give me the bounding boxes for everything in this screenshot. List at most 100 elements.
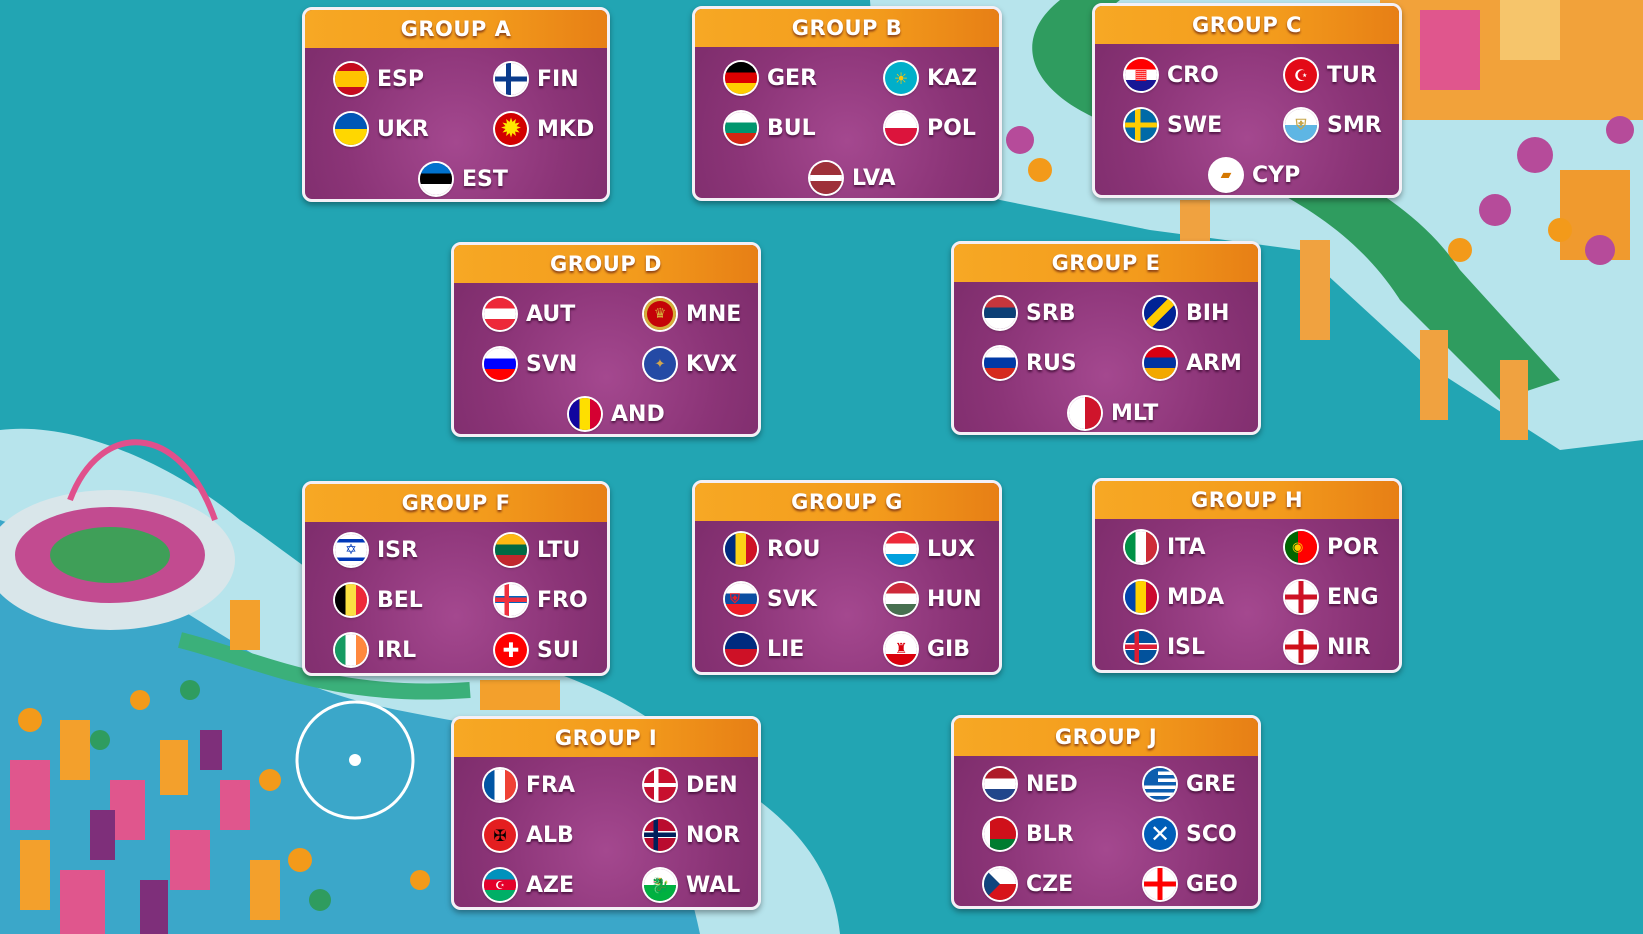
team-lux: LUX <box>885 531 975 567</box>
flag-czechia-icon <box>984 868 1016 900</box>
team-srb: SRB <box>984 295 1076 331</box>
flag-faroe-icon <box>495 584 527 616</box>
team-wal: 🐉 WAL <box>644 867 740 903</box>
flag-northern-ireland-icon <box>1285 631 1317 663</box>
team-fra: FRA <box>484 767 575 803</box>
group-card-j: GROUP J NED GRE BLR ✕ SCO CZE GEO <box>951 715 1261 909</box>
team-and: AND <box>569 396 665 432</box>
team-fro: FRO <box>495 582 588 618</box>
flag-wales-icon: 🐉 <box>644 869 676 901</box>
flag-switzerland-icon: ✚ <box>495 634 527 666</box>
flag-denmark-icon <box>644 769 676 801</box>
team-hun: HUN <box>885 581 982 617</box>
group-title: GROUP E <box>954 244 1258 282</box>
group-title: GROUP H <box>1095 481 1399 519</box>
flag-slovenia-icon <box>484 348 516 380</box>
flag-montenegro-icon: ♛ <box>644 298 676 330</box>
team-irl: IRL <box>335 632 416 668</box>
group-title: GROUP A <box>305 10 607 48</box>
flag-luxembourg-icon <box>885 533 917 565</box>
flag-poland-icon <box>885 112 917 144</box>
team-est: EST <box>420 161 508 197</box>
team-ned: NED <box>984 766 1078 802</box>
team-alb: ✠ ALB <box>484 817 574 853</box>
flag-germany-icon <box>725 62 757 94</box>
flag-ukraine-icon <box>335 113 367 145</box>
team-svk: ⛨ SVK <box>725 581 817 617</box>
team-mkd: ✹ MKD <box>495 111 594 147</box>
flag-estonia-icon <box>420 163 452 195</box>
flag-sweden-icon <box>1125 109 1157 141</box>
team-isr: ✡ ISR <box>335 532 418 568</box>
flag-gibraltar-icon: ♜ <box>885 633 917 665</box>
team-ita: ITA <box>1125 529 1206 565</box>
team-rus: RUS <box>984 345 1077 381</box>
flag-iceland-icon <box>1125 631 1157 663</box>
team-bih: BIH <box>1144 295 1229 331</box>
team-ltu: LTU <box>495 532 580 568</box>
team-arm: ARM <box>1144 345 1242 381</box>
flag-latvia-icon <box>810 162 842 194</box>
team-blr: BLR <box>984 816 1074 852</box>
group-title: GROUP G <box>695 483 999 521</box>
flag-lithuania-icon <box>495 534 527 566</box>
flag-england-icon <box>1285 581 1317 613</box>
flag-turkey-icon: ☪ <box>1285 59 1317 91</box>
flag-azerbaijan-icon: ☪ <box>484 869 516 901</box>
team-sco: ✕ SCO <box>1144 816 1237 852</box>
team-nor: NOR <box>644 817 740 853</box>
team-gib: ♜ GIB <box>885 631 970 667</box>
flag-romania-icon <box>725 533 757 565</box>
team-pol: POL <box>885 110 976 146</box>
team-swe: SWE <box>1125 107 1222 143</box>
group-card-f: GROUP F ✡ ISR LTU BEL FRO IRL ✚ SUI <box>302 481 610 676</box>
flag-cyprus-icon: ▰ <box>1210 159 1242 191</box>
flag-hungary-icon <box>885 583 917 615</box>
flag-armenia-icon <box>1144 347 1176 379</box>
group-title: GROUP D <box>454 245 758 283</box>
team-lva: LVA <box>810 160 896 196</box>
flag-france-icon <box>484 769 516 801</box>
flag-scotland-icon: ✕ <box>1144 818 1176 850</box>
flag-croatia-icon: ▦ <box>1125 59 1157 91</box>
flag-liechtenstein-icon <box>725 633 757 665</box>
group-card-i: GROUP I FRA DEN ✠ ALB NOR ☪ AZE 🐉 WAL <box>451 716 761 910</box>
team-rou: ROU <box>725 531 821 567</box>
flag-andorra-icon <box>569 398 601 430</box>
flag-netherlands-icon <box>984 768 1016 800</box>
team-ukr: UKR <box>335 111 429 147</box>
team-tur: ☪ TUR <box>1285 57 1377 93</box>
flag-kazakhstan-icon: ☀ <box>885 62 917 94</box>
group-card-d: GROUP D AUT ♛ MNE SVN ✦ KVX AND <box>451 242 761 437</box>
flag-bulgaria-icon <box>725 112 757 144</box>
team-mda: MDA <box>1125 579 1224 615</box>
team-nir: NIR <box>1285 629 1371 665</box>
team-bul: BUL <box>725 110 816 146</box>
team-svn: SVN <box>484 346 577 382</box>
team-sui: ✚ SUI <box>495 632 579 668</box>
team-aze: ☪ AZE <box>484 867 574 903</box>
flag-austria-icon <box>484 298 516 330</box>
flag-georgia-icon <box>1144 868 1176 900</box>
team-fin: FIN <box>495 61 579 97</box>
group-card-g: GROUP G ROU LUX ⛨ SVK HUN LIE ♜ GIB <box>692 480 1002 675</box>
team-mlt: MLT <box>1069 395 1158 431</box>
team-cyp: ▰ CYP <box>1210 157 1300 193</box>
flag-north-macedonia-icon: ✹ <box>495 113 527 145</box>
team-cze: CZE <box>984 866 1073 902</box>
team-isl: ISL <box>1125 629 1205 665</box>
flag-belarus-icon <box>984 818 1016 850</box>
flag-kosovo-icon: ✦ <box>644 348 676 380</box>
flag-albania-icon: ✠ <box>484 819 516 851</box>
team-aut: AUT <box>484 296 575 332</box>
flag-ireland-icon <box>335 634 367 666</box>
group-card-h: GROUP H ITA ◉ POR MDA ENG ISL NIR <box>1092 478 1402 673</box>
flag-san-marino-icon: ⛨ <box>1285 109 1317 141</box>
team-cro: ▦ CRO <box>1125 57 1219 93</box>
flag-greece-icon <box>1144 768 1176 800</box>
team-lie: LIE <box>725 631 804 667</box>
team-gre: GRE <box>1144 766 1236 802</box>
team-mne: ♛ MNE <box>644 296 741 332</box>
team-eng: ENG <box>1285 579 1379 615</box>
